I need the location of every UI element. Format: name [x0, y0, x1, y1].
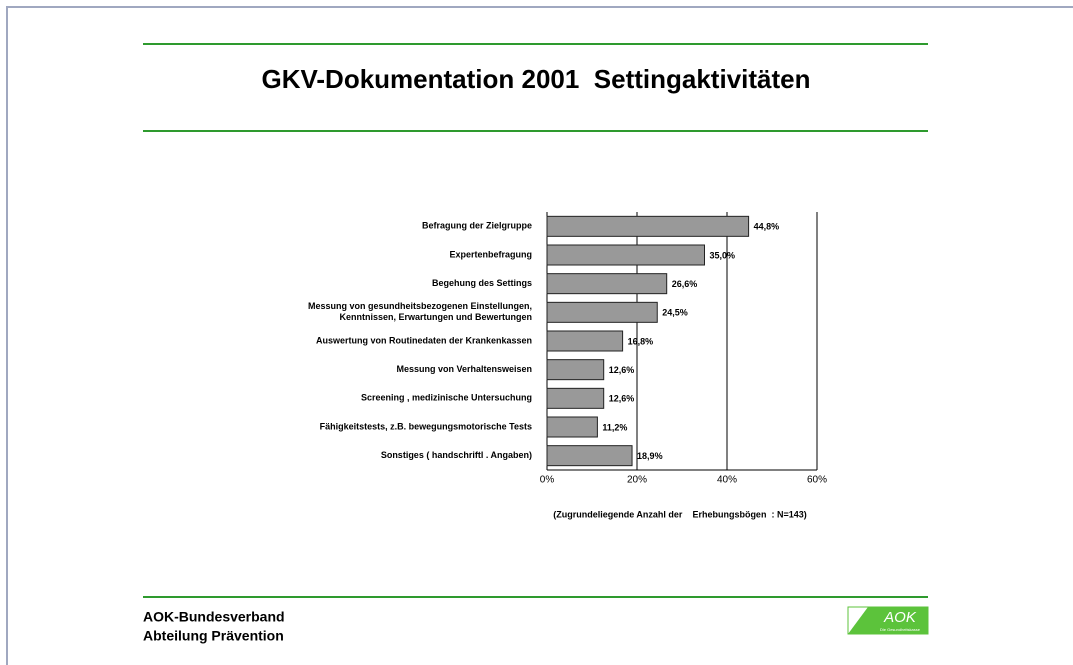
bar [546, 273, 668, 295]
y-tick-label: Messung von gesundheitsbezogenen Einstel… [308, 301, 532, 322]
value-label: 26,6% [672, 279, 698, 289]
logo-text: AOK [883, 609, 917, 626]
value-label: 24,5% [662, 308, 688, 318]
bar [546, 416, 598, 438]
chart-note: (Zugrundeliegende Anzahl der Erhebungsbö… [553, 509, 806, 519]
value-label: 12,6% [609, 365, 635, 375]
logo-shape [848, 607, 928, 634]
chart-title: GKV-Dokumentation 2001 Settingaktivitäte… [261, 64, 810, 94]
y-tick-label: Begehung des Settings [432, 278, 532, 288]
bar [546, 445, 633, 467]
logo-tagline: Die Gesundheitskasse [880, 627, 921, 632]
y-tick-label: Messung von Verhaltensweisen [396, 364, 532, 374]
x-tick-label: 60% [807, 475, 827, 486]
bar [546, 244, 705, 266]
bar [546, 387, 605, 409]
bar [546, 359, 605, 381]
y-tick-label: Sonstiges ( handschriftl . Angaben) [381, 450, 532, 460]
bar [546, 330, 624, 352]
y-tick-label: Expertenbefragung [449, 249, 532, 259]
value-label: 12,6% [609, 394, 635, 404]
y-tick-label: Screening , medizinische Untersuchung [361, 393, 532, 403]
logo: AOK Die Gesundheitskasse [847, 606, 929, 635]
value-label: 18,9% [637, 451, 663, 461]
y-tick-label: Fähigkeitstests, z.B. bewegungsmotorisch… [320, 421, 532, 431]
x-tick-label: 0% [540, 475, 555, 486]
footer-line: AOK-Bundesverband [143, 609, 285, 625]
value-label: 44,8% [754, 222, 780, 232]
bar [546, 301, 658, 323]
y-tick-label: Befragung der Zielgruppe [422, 221, 532, 231]
value-label: 35,0% [710, 250, 736, 260]
x-tick-label: 20% [627, 475, 647, 486]
y-tick-label: Auswertung von Routinedaten der Krankenk… [316, 335, 532, 345]
x-tick-label: 40% [717, 475, 737, 486]
slide-frame [6, 6, 1073, 665]
bar [546, 215, 750, 237]
value-label: 11,2% [602, 422, 627, 432]
footer-line: Abteilung Prävention [143, 628, 284, 644]
value-label: 16,8% [628, 336, 654, 346]
